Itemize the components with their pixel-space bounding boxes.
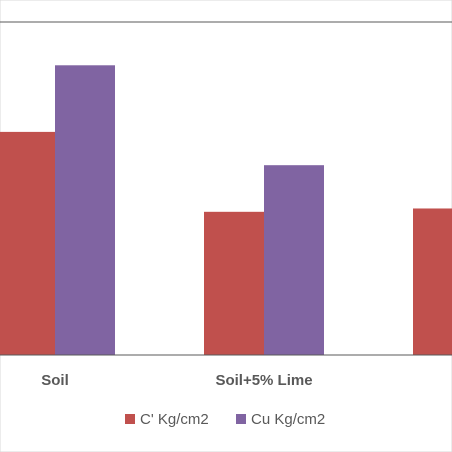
bar-series-0-cat-1 [204,211,264,355]
category-label: Soil [41,372,69,389]
legend-label-1: Cu Kg/cm2 [251,411,325,428]
legend-label-0: C' Kg/cm2 [140,411,209,428]
category-label: Soil+5% Lime [215,372,312,389]
bars-group [0,65,452,355]
legend-swatch-0 [125,414,135,424]
bar-series-0-cat-0 [0,131,55,355]
legend: C' Kg/cm2 Cu Kg/cm2 [125,411,325,428]
bar-series-0-cat-2 [413,208,452,355]
bar-series-1-cat-1 [264,165,324,355]
bar-series-1-cat-0 [55,65,115,355]
legend-swatch-1 [236,414,246,424]
